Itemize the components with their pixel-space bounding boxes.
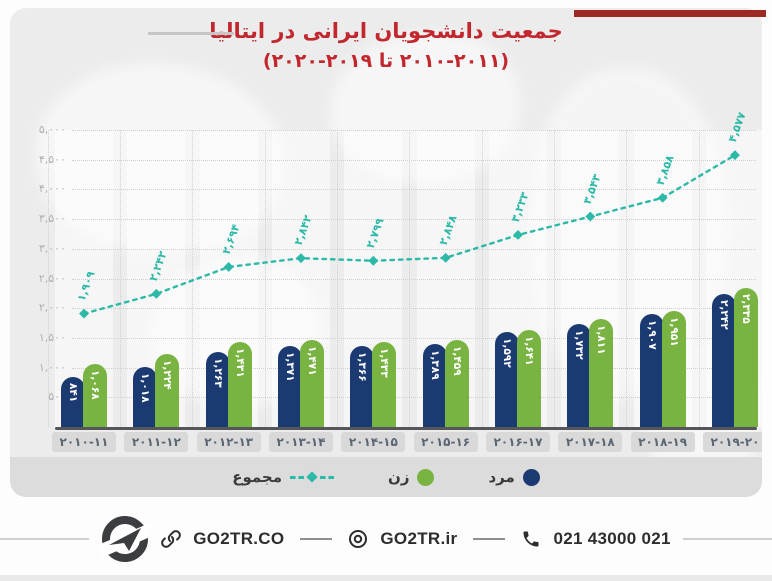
footer-website[interactable]: GO2TR.CO [193, 529, 285, 548]
y-axis-tick: ۱,۵۰۰ [38, 330, 66, 344]
footer-divider-left [0, 538, 90, 540]
footer-separator [300, 538, 333, 540]
y-axis-tick: ۲,۰۰۰ [38, 301, 66, 315]
grid-hline [72, 337, 756, 339]
grid-hline [72, 189, 756, 191]
x-axis-category: ۲۰۱۳-۱۴ [268, 432, 333, 452]
bar-men [711, 293, 736, 427]
phone-icon [523, 531, 539, 547]
x-axis-line [55, 427, 757, 430]
x-axis-category: ۲۰۱۲-۱۳ [196, 432, 261, 452]
grid-hline [72, 278, 756, 280]
footer-phone[interactable]: 021 43000 021 [553, 529, 671, 548]
go2tr-airplane-logo [101, 516, 150, 562]
bottom-strip [0, 575, 772, 581]
footer-divider-right [682, 538, 772, 540]
bar-women [83, 363, 107, 427]
grid-hline [72, 397, 756, 399]
grid-vline [47, 130, 49, 427]
women-swatch-icon [417, 468, 435, 486]
y-axis-tick: ۵,۰۰۰ [38, 123, 66, 136]
y-axis-tick: ۳,۰۰۰ [38, 241, 66, 255]
footer-instagram[interactable]: GO2TR.ir [380, 529, 458, 548]
bar-men [61, 377, 85, 427]
bar-women [299, 339, 324, 427]
bar-women [589, 319, 614, 427]
grid-hline [72, 130, 756, 131]
link-icon [161, 530, 182, 548]
x-axis-category: ۲۰۱۹-۲۰ [702, 432, 762, 452]
bar-women [661, 311, 686, 427]
x-axis-category: ۲۰۱۷-۱۸ [558, 432, 623, 452]
bar-women [444, 340, 469, 427]
x-axis-category: ۲۰۱۵-۱۶ [413, 432, 478, 452]
grid-hline [72, 159, 756, 161]
x-axis-category: ۲۰۱۶-۱۷ [485, 432, 550, 452]
bar-men [422, 344, 447, 427]
bar-women [516, 329, 541, 427]
chart-title: جمعیت دانشجویان ایرانی در ایتالیا [209, 19, 563, 43]
legend-label-men: مرد [488, 468, 515, 486]
bar-men [639, 313, 664, 427]
bar-men [567, 324, 592, 427]
y-axis-tick: ۵۰۰ [48, 390, 66, 404]
chart-plot-area: ۵,۰۰۰ ۴,۵۰۰ ۴,۰۰۰ ۳,۵۰۰ ۳,۰۰۰ ۲,۵۰۰ ۲,۰۰۰ ۱,۵۰۰… [10, 8, 762, 497]
legend-item-women: زن [388, 468, 435, 486]
footer-separator [473, 538, 506, 540]
bar-women [733, 288, 758, 427]
bar-women [372, 341, 397, 427]
legend-label-women: زن [388, 468, 410, 486]
y-axis-tick: ۱,۰۰۰ [38, 360, 66, 374]
y-axis-tick: ۴,۵۰۰ [38, 152, 66, 166]
x-axis-category: ۲۰۱۰-۱۱ [52, 432, 116, 452]
bar-women [227, 341, 252, 427]
legend-item-total: مجموع [232, 468, 335, 486]
grid-hline [72, 367, 756, 369]
chart-card: جمعیت دانشجویان ایرانی در ایتالیا (۲۰۱۰-… [10, 8, 762, 497]
grid-hline [72, 248, 756, 250]
y-axis-tick: ۲,۵۰۰ [38, 271, 66, 285]
bar-men [350, 345, 375, 427]
men-swatch-icon [522, 468, 540, 486]
instagram-icon [349, 530, 368, 548]
bar-women [155, 354, 180, 427]
bar-men [277, 345, 302, 427]
x-axis-category: ۲۰۱۴-۱۵ [341, 432, 406, 452]
chart-legend: مرد زن مجموع [10, 457, 762, 497]
footer: GO2TR.CO GO2TR.ir 021 43000 021 [0, 505, 772, 573]
y-axis-tick: ۴,۰۰۰ [38, 182, 66, 196]
bar-men [205, 351, 230, 427]
grid-hline [72, 308, 756, 310]
accent-bar [574, 10, 766, 17]
grid-hline [72, 219, 756, 221]
y-axis-tick: ۳,۵۰۰ [38, 212, 66, 226]
total-dashed-line-icon [290, 471, 335, 483]
x-axis-category: ۲۰۱۸-۱۹ [630, 432, 695, 452]
bar-men [494, 332, 519, 427]
legend-label-total: مجموع [232, 468, 283, 486]
title-dash [148, 32, 234, 35]
x-axis-category: ۲۰۱۱-۱۲ [124, 432, 189, 452]
bar-men [133, 366, 158, 427]
chart-subtitle: (۲۰۱۰-۲۰۱۱ تا ۲۰۱۹-۲۰۲۰) [262, 50, 510, 72]
legend-item-men: مرد [488, 468, 540, 486]
